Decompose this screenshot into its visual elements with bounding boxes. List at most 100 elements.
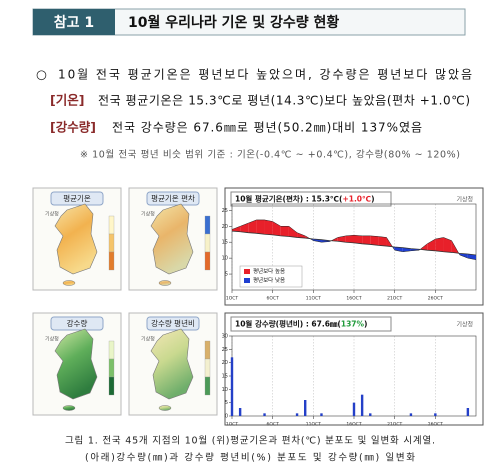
map-agency: 기상청 [45,211,59,218]
deviation-area [435,237,444,252]
chart-title: 10월 강수량(평년비) : 67.6㎜(137%) [235,319,367,329]
legend-swatch [244,269,250,274]
y-tick-label: 15 [222,374,228,380]
map-label-box [146,191,200,206]
chart-title-part: ) [364,320,367,329]
bar [238,408,242,416]
caption: 그림 1. 전국 45개 지점의 10월 (위)평균기온과 편차(℃) 분포도 … [65,435,435,447]
deviation-area [370,235,379,246]
y-tick-label: 20 [222,224,228,230]
map-land [150,328,194,400]
map-island [62,405,76,411]
map-colorbar [108,251,115,271]
map-colorbar [204,358,211,378]
chart-title-part: 10월 평균기온(편차) : 15.3℃( [235,194,342,204]
legend-label: 평년보다 낮음 [253,276,285,284]
deviation-area [362,235,371,245]
chart-title-part: +1.0℃ [342,195,371,204]
chart-title-part: 10월 강수량(평년비) : 67.6㎜( [235,319,341,329]
chart-title-box [230,191,392,207]
note: ※ 10월 전국 평년 비슷 범위 기준 : 기온(-0.4℃ ~ +0.4℃)… [80,149,460,161]
header-title: 10월 우리나라 기온 및 강수량 현황 [128,14,339,31]
map-island [62,280,76,286]
map-colorbar [204,340,211,360]
chart-agency: 기상청 [456,321,473,329]
deviation-area [345,235,354,243]
y-tick-label: 0 [225,414,228,420]
deviation-area [297,232,306,239]
deviation-area [443,237,452,253]
map-agency: 기상청 [45,336,59,343]
x-tick-label: 26OCT [428,296,443,302]
deviation-area [280,226,289,237]
map-label-box [50,191,104,206]
header-label-box [33,9,115,35]
y-tick-label: 10 [222,256,228,262]
chart-title: 10월 평균기온(편차) : 15.3℃(+1.0℃) [235,194,375,204]
legend-box [239,265,303,288]
bar [304,400,307,416]
bullet: ○ [36,67,47,82]
deviation-area [427,239,436,251]
plot-area [231,203,477,291]
bar [466,408,470,416]
map-label-box [50,316,104,331]
precip-tag: [강수량] [50,120,96,135]
legend-swatch [244,278,250,283]
chart-agency: 기상청 [456,196,473,204]
y-tick-label: 15 [222,240,228,246]
map-colorbar [108,233,115,253]
map-label: 강수량 [67,318,88,328]
map-colorbar [204,376,211,396]
temp-tag: [기온] [50,93,84,108]
map-land [54,328,98,400]
y-tick-label: 20 [222,360,228,366]
map-island [158,405,172,411]
bar [360,394,364,416]
map-island [158,280,172,286]
chart-title-box [230,316,392,332]
temp-text: 전국 평균기온은 15.3℃로 평년(14.3℃)보다 높았음(편차 +1.0℃… [98,94,470,108]
map-land [150,203,194,275]
bar [230,357,234,416]
deviation-area [394,247,403,252]
deviation-area [288,226,298,238]
map-colorbar [108,340,115,360]
x-tick-label: 26OCT [428,422,443,428]
bar [263,413,266,416]
header-label: 참고 1 [54,15,94,31]
chart-title-part: 137% [341,320,365,329]
map-colorbar [204,215,211,235]
chart-title-part: ) [371,195,374,204]
map-colorbar [204,251,211,271]
legend-label: 평년보다 높음 [253,267,285,275]
bar [434,413,437,416]
bar [369,413,372,416]
deviation-area [459,253,468,259]
bar [352,402,356,416]
map-colorbar [108,376,115,396]
map-label: 평균기온 [63,193,91,203]
deviation-area [378,236,387,247]
deviation-area [337,235,346,243]
x-tick-label: 6OCT [267,296,280,302]
deviation-area [264,219,273,235]
x-tick-label: 1OCT [226,296,239,302]
deviation-area [354,235,363,244]
x-tick-label: 21OCT [387,422,402,428]
map-colorbar [108,215,115,235]
map-label-box [146,316,200,331]
y-tick-label: 30 [222,334,228,340]
y-tick-label: 5 [225,272,228,278]
x-tick-label: 16OCT [346,422,361,428]
map-agency: 기상청 [141,211,155,218]
y-tick-label: 25 [222,347,228,353]
x-tick-label: 11OCT [306,422,321,428]
deviation-area [256,219,265,235]
y-tick-label: 25 [222,208,228,214]
x-tick-label: 16OCT [346,296,361,302]
map-colorbar [204,233,211,253]
bar [320,413,323,416]
caption: (아래)강수량(㎜)과 강수량 평년비(%) 분포도 및 강수량(㎜) 일변화 [85,452,415,464]
